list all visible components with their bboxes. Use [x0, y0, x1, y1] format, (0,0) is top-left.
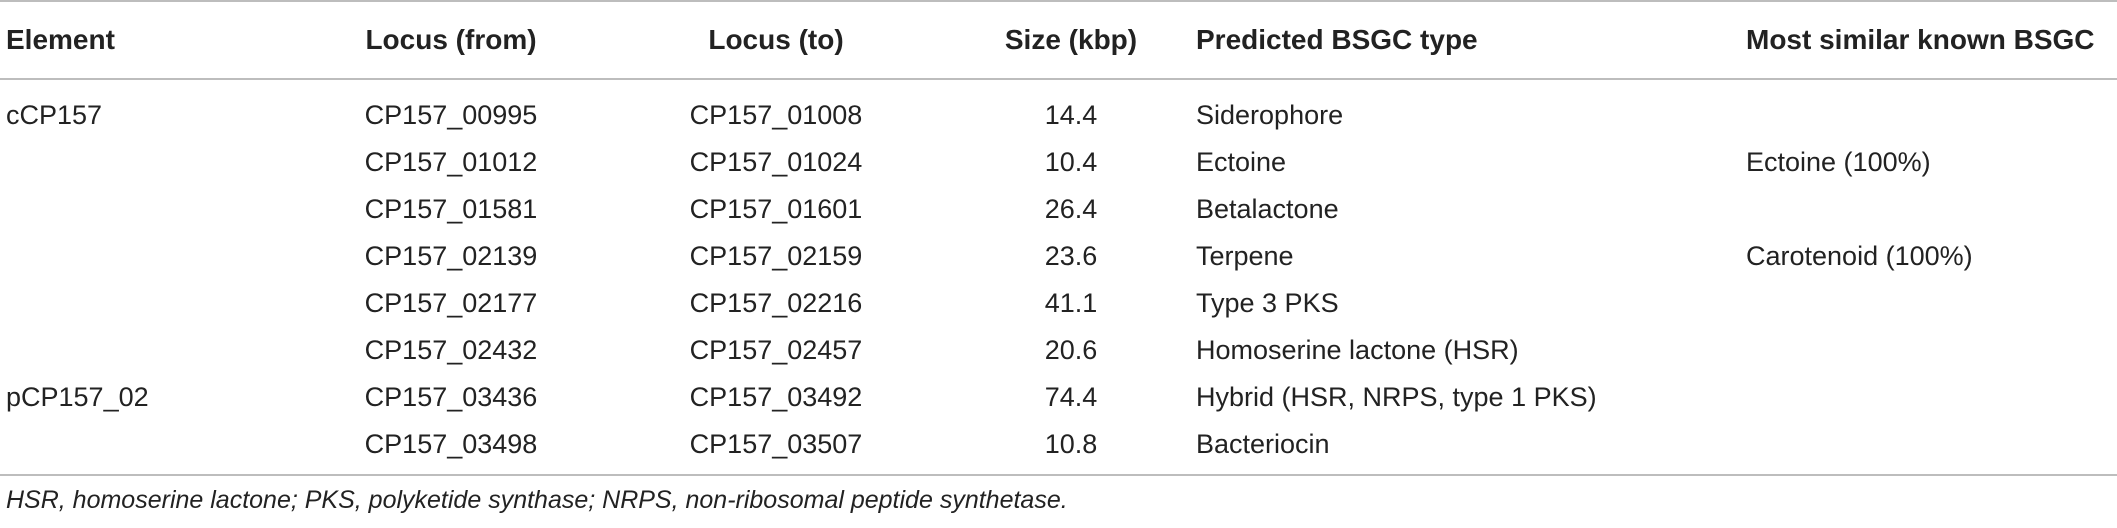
cell-most-similar [1746, 280, 2117, 327]
cell-size: 41.1 [1044, 288, 1098, 318]
cell-locus-to: CP157_01601 [689, 194, 863, 224]
header-element: Element [0, 0, 296, 80]
table-row: CP157_02177 CP157_02216 41.1 Type 3 PKS [0, 280, 2117, 327]
cell-locus-to: CP157_02457 [689, 335, 863, 365]
cell-element [0, 327, 296, 374]
cell-locus-to: CP157_01008 [689, 100, 863, 130]
bsgc-table-container: Element Locus (from) Locus (to) Size (kb… [0, 0, 2117, 476]
cell-size: 10.8 [946, 421, 1196, 476]
table-footnote: HSR, homoserine lactone; PKS, polyketide… [6, 486, 1068, 514]
cell-locus-to: CP157_03492 [689, 382, 863, 412]
cell-predicted-type: Hybrid (HSR, NRPS, type 1 PKS) [1196, 382, 1597, 412]
cell-element [0, 139, 296, 186]
cell-most-similar [1746, 421, 2117, 476]
cell-most-similar: Ectoine (100%) [1746, 147, 1931, 177]
cell-element: pCP157_02 [6, 382, 149, 412]
table-row: CP157_01581 CP157_01601 26.4 Betalactone [0, 186, 2117, 233]
cell-most-similar [1746, 79, 2117, 139]
cell-most-similar [1746, 186, 2117, 233]
cell-element [0, 233, 296, 280]
header-size: Size (kbp) [946, 0, 1196, 80]
cell-locus-from: CP157_02432 [364, 335, 538, 365]
cell-size: 10.4 [1044, 147, 1098, 177]
cell-size: 74.4 [1044, 382, 1098, 412]
table-row: CP157_02139 CP157_02159 23.6 Terpene Car… [0, 233, 2117, 280]
cell-most-similar [1746, 327, 2117, 374]
cell-locus-from: CP157_02177 [364, 288, 538, 318]
header-row: Element Locus (from) Locus (to) Size (kb… [0, 0, 2117, 80]
header-locus-from: Locus (from) [296, 0, 606, 80]
cell-locus-to: CP157_03507 [606, 421, 946, 476]
cell-locus-to: CP157_02159 [689, 241, 863, 271]
table-body: cCP157 CP157_00995 CP157_01008 14.4 Side… [0, 79, 2117, 476]
cell-element: cCP157 [6, 100, 103, 130]
cell-size: 14.4 [1044, 100, 1098, 130]
cell-element [0, 280, 296, 327]
cell-locus-from: CP157_03436 [364, 382, 538, 412]
cell-predicted-type: Bacteriocin [1196, 421, 1746, 476]
cell-locus-from: CP157_00995 [364, 100, 538, 130]
table-row: cCP157 CP157_00995 CP157_01008 14.4 Side… [0, 79, 2117, 139]
cell-most-similar [1746, 374, 2117, 421]
cell-size: 26.4 [1044, 194, 1098, 224]
table-row: CP157_02432 CP157_02457 20.6 Homoserine … [0, 327, 2117, 374]
cell-size: 20.6 [1044, 335, 1098, 365]
table-row: pCP157_02 CP157_03436 CP157_03492 74.4 H… [0, 374, 2117, 421]
cell-most-similar: Carotenoid (100%) [1746, 241, 1973, 271]
cell-locus-from: CP157_03498 [296, 421, 606, 476]
cell-locus-to: CP157_01024 [689, 147, 863, 177]
cell-size: 23.6 [1044, 241, 1098, 271]
cell-predicted-type: Terpene [1196, 241, 1294, 271]
cell-locus-from: CP157_01581 [364, 194, 538, 224]
cell-locus-from: CP157_02139 [364, 241, 538, 271]
cell-predicted-type: Homoserine lactone (HSR) [1196, 335, 1519, 365]
cell-locus-to: CP157_02216 [689, 288, 863, 318]
header-most-similar: Most similar known BSGC [1746, 0, 2117, 80]
table-row: CP157_03498 CP157_03507 10.8 Bacteriocin [0, 421, 2117, 476]
cell-predicted-type: Ectoine [1196, 147, 1287, 177]
header-predicted-type: Predicted BSGC type [1196, 0, 1746, 80]
bsgc-table: Element Locus (from) Locus (to) Size (kb… [0, 0, 2117, 476]
cell-element [0, 186, 296, 233]
cell-predicted-type: Type 3 PKS [1196, 288, 1339, 318]
cell-predicted-type: Siderophore [1196, 100, 1344, 130]
table-row: CP157_01012 CP157_01024 10.4 Ectoine Ect… [0, 139, 2117, 186]
cell-element [0, 421, 296, 476]
table-header: Element Locus (from) Locus (to) Size (kb… [0, 0, 2117, 80]
cell-predicted-type: Betalactone [1196, 194, 1339, 224]
header-locus-to: Locus (to) [606, 0, 946, 80]
cell-locus-from: CP157_01012 [364, 147, 538, 177]
